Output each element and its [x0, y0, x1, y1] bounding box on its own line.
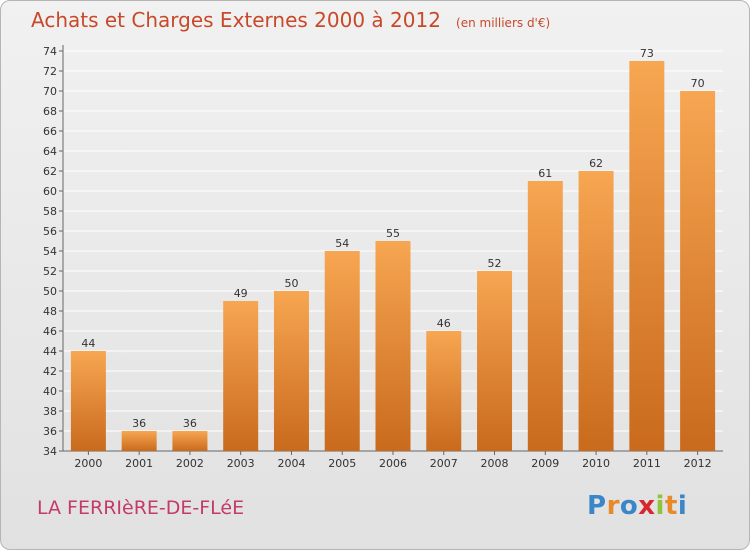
y-tick-label: 70 [43, 85, 57, 98]
y-tick-label: 46 [43, 325, 57, 338]
bar-2012 [680, 91, 716, 451]
x-tick-label: 2010 [582, 457, 610, 470]
y-tick-label: 40 [43, 385, 57, 398]
x-tick-label: 2001 [125, 457, 153, 470]
data-label: 36 [132, 417, 146, 430]
data-label: 49 [234, 287, 248, 300]
chart-subtitle: (en milliers d'€) [456, 16, 551, 30]
x-tick-label: 2003 [227, 457, 255, 470]
x-tick-label: 2012 [684, 457, 712, 470]
y-tick-label: 58 [43, 205, 57, 218]
bar-2005 [324, 251, 360, 451]
data-label: 61 [538, 167, 552, 180]
y-tick-label: 74 [43, 45, 57, 58]
data-label: 70 [691, 77, 705, 90]
y-tick-label: 68 [43, 105, 57, 118]
logo-letter: i [655, 491, 665, 521]
data-labels: 44 36 36 49 50 54 55 46 52 61 62 73 70 [81, 47, 704, 430]
bar-2007 [426, 331, 462, 451]
x-tick-label: 2009 [531, 457, 559, 470]
data-label: 62 [589, 157, 603, 170]
data-label: 50 [284, 277, 298, 290]
data-label: 55 [386, 227, 400, 240]
x-tick-label: 2005 [328, 457, 356, 470]
data-label: 73 [640, 47, 654, 60]
x-tick-label: 2007 [430, 457, 458, 470]
x-tick-label: 2002 [176, 457, 204, 470]
y-tick-label: 62 [43, 165, 57, 178]
logo-letter: o [619, 491, 639, 521]
x-tick-label: 2006 [379, 457, 407, 470]
bar-2010 [578, 171, 614, 451]
logo-letter: x [638, 491, 656, 521]
y-tick-label: 64 [43, 145, 57, 158]
x-tick-label: 2000 [74, 457, 102, 470]
commune-name: LA FERRIèRE-DE-FLéE [37, 497, 245, 519]
y-tick-label: 34 [43, 445, 57, 458]
logo-letter: P [587, 491, 607, 521]
x-tick-label: 2011 [633, 457, 661, 470]
y-tick-label: 60 [43, 185, 57, 198]
data-label: 36 [183, 417, 197, 430]
bar-2001 [121, 431, 157, 451]
y-tick-label: 56 [43, 225, 57, 238]
y-tick-label: 44 [43, 345, 57, 358]
x-tick-label: 2004 [277, 457, 305, 470]
bar-2000 [70, 351, 106, 451]
x-tick-label: 2008 [481, 457, 509, 470]
y-tick-label: 52 [43, 265, 57, 278]
bar-2011 [629, 61, 665, 451]
bar-2002 [172, 431, 208, 451]
data-label: 54 [335, 237, 349, 250]
bar-2004 [273, 291, 309, 451]
y-tick-label: 54 [43, 245, 57, 258]
y-tick-label: 72 [43, 65, 57, 78]
data-label: 46 [437, 317, 451, 330]
y-tick-label: 38 [43, 405, 57, 418]
bar-2006 [375, 241, 411, 451]
chart-title: Achats et Charges Externes 2000 à 2012 [31, 8, 441, 32]
y-tick-label: 48 [43, 305, 57, 318]
data-label: 52 [488, 257, 502, 270]
logo-letter: r [606, 491, 620, 521]
y-tick-label: 42 [43, 365, 57, 378]
proxiti-logo: Proxiti [587, 491, 687, 521]
bars [70, 61, 716, 451]
bar-2003 [223, 301, 259, 451]
logo-letter: t [664, 491, 678, 521]
bar-2009 [527, 181, 563, 451]
y-tick-label: 36 [43, 425, 57, 438]
bar-2008 [477, 271, 513, 451]
y-tick-label: 50 [43, 285, 57, 298]
y-tick-label: 66 [43, 125, 57, 138]
data-label: 44 [81, 337, 95, 350]
logo-letter: i [677, 491, 688, 521]
title-row: Achats et Charges Externes 2000 à 2012 (… [31, 8, 550, 32]
